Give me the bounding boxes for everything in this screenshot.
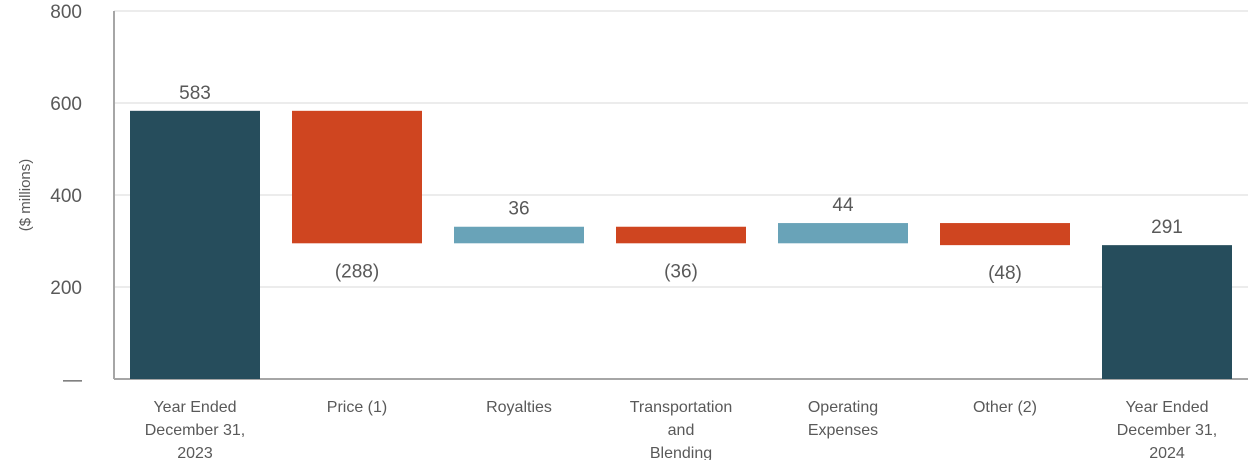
x-tick-label: Transportation	[630, 399, 733, 416]
bar-decrease	[292, 110, 422, 244]
bar-decrease	[616, 226, 746, 244]
x-tick-label: Royalties	[486, 399, 552, 416]
x-tick-label: Expenses	[808, 422, 878, 439]
bar-increase	[454, 226, 584, 244]
bar-total	[130, 110, 260, 379]
x-tick-label: Year Ended	[1125, 399, 1208, 416]
bar-increase	[778, 223, 908, 244]
data-label: (48)	[988, 263, 1022, 284]
data-label: (288)	[335, 261, 379, 282]
data-label: 44	[832, 195, 854, 216]
bar-decrease	[940, 223, 1070, 246]
y-tick-label: 600	[50, 94, 82, 115]
y-tick-label: —	[63, 370, 82, 391]
data-label: 291	[1151, 217, 1183, 238]
data-label: (36)	[664, 261, 698, 282]
y-tick-label: 200	[50, 278, 82, 299]
x-tick-label: December 31,	[145, 422, 246, 439]
x-tick-label: December 31,	[1117, 422, 1218, 439]
y-tick-label: 400	[50, 186, 82, 207]
x-tick-label: Year Ended	[153, 399, 236, 416]
x-tick-label: 2024	[1149, 445, 1185, 460]
x-tick-label: Price (1)	[327, 399, 387, 416]
data-label: 583	[179, 83, 211, 104]
x-tick-label: 2023	[177, 445, 213, 460]
x-tick-label: and	[668, 422, 695, 439]
x-tick-label: Other (2)	[973, 399, 1037, 416]
y-tick-label: 800	[50, 2, 82, 23]
bar-total	[1102, 245, 1232, 379]
x-tick-label: Operating	[808, 399, 878, 416]
data-label: 36	[508, 199, 529, 220]
x-tick-label: Blending	[650, 445, 712, 460]
y-axis-label: ($ millions)	[17, 159, 34, 232]
